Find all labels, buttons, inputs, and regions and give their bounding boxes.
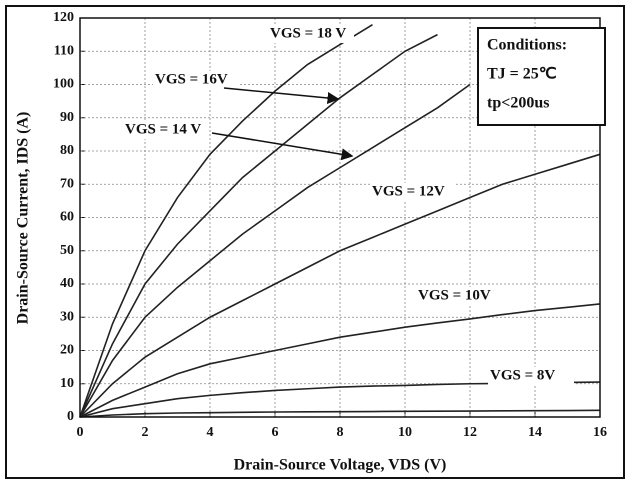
y-tick-label: 100	[53, 77, 74, 92]
x-tick-label: 6	[272, 425, 279, 440]
grid: 0 10 20 30 40 50 60 70 80 90 100 110 120 0 2 4 6 8 10 12 14 1…	[53, 10, 607, 440]
annotation: tp<200us	[487, 95, 549, 112]
curve	[79, 303, 601, 418]
y-tick-label: 10	[60, 376, 74, 391]
curve	[79, 409, 601, 418]
label-bg	[153, 71, 239, 89]
annotation: Conditions:	[487, 37, 567, 54]
label-bg	[488, 367, 574, 385]
plot-frame	[79, 17, 601, 418]
y-tick-label: 90	[60, 110, 74, 125]
series-label: VGS = 12V	[372, 183, 445, 199]
label-bg	[416, 287, 502, 305]
label-bg	[123, 121, 209, 139]
arrow	[223, 87, 340, 104]
y-axis-label: Drain-Source Current, IDS (A)	[15, 112, 32, 325]
curve	[79, 33, 438, 418]
y-tick-label: 30	[60, 309, 74, 324]
arrow	[211, 132, 354, 161]
curves: VGS = 18 V VGS = 16V VGS = 14 V VGS = 12V VG…	[79, 23, 601, 418]
series-label: VGS = 16V	[155, 71, 228, 87]
label-bg	[268, 25, 354, 43]
y-tick-label: 70	[60, 176, 74, 191]
curve	[79, 23, 373, 418]
series-label: VGS = 10V	[418, 287, 491, 303]
y-tick-label: 40	[60, 276, 74, 291]
curve	[79, 153, 601, 418]
series-label: VGS = 14 V	[125, 121, 201, 137]
x-tick-label: 12	[463, 425, 477, 440]
annotation: TJ = 25℃	[487, 66, 557, 83]
conditions-box	[477, 27, 606, 126]
label-bg	[370, 183, 456, 201]
x-tick-label: 16	[593, 425, 607, 440]
y-tick-label: 80	[60, 143, 74, 158]
curve	[79, 83, 471, 418]
series-label: VGS = 18 V	[270, 25, 346, 41]
series-label: VGS = 8V	[490, 367, 555, 383]
y-tick-label: 0	[67, 409, 74, 424]
y-tick-label: 20	[60, 343, 74, 358]
x-tick-label: 10	[398, 425, 412, 440]
x-tick-label: 14	[528, 425, 542, 440]
y-tick-label: 60	[60, 210, 74, 225]
x-axis-label: Drain-Source Voltage, VDS (V)	[234, 457, 447, 474]
x-tick-label: 4	[207, 425, 214, 440]
y-tick-label: 50	[60, 243, 74, 258]
y-tick-label: 120	[53, 10, 74, 25]
y-tick-label: 110	[54, 43, 74, 58]
x-tick-label: 0	[77, 425, 84, 440]
x-tick-label: 8	[337, 425, 344, 440]
x-tick-label: 2	[142, 425, 149, 440]
